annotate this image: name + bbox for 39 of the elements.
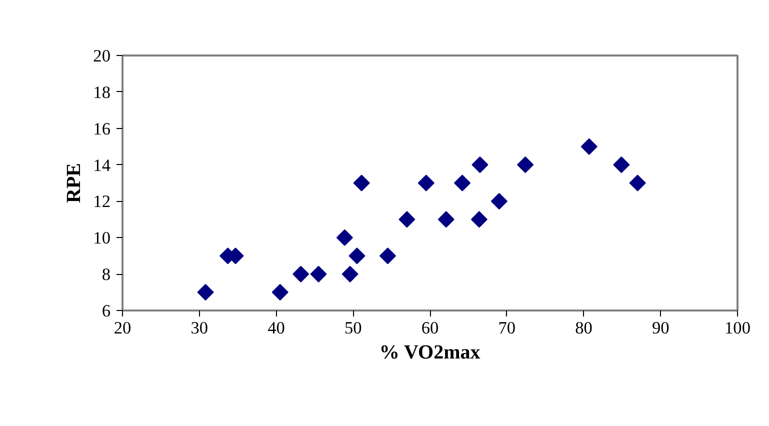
point <box>272 284 288 301</box>
x-tick-label: 50 <box>344 318 362 338</box>
x-tick-label: 20 <box>114 318 132 338</box>
x-tick-label: 40 <box>268 318 285 338</box>
point <box>517 156 534 174</box>
y-tick-label: 6 <box>102 302 111 320</box>
point <box>454 174 471 192</box>
point <box>629 174 646 192</box>
y-tick-label: 12 <box>93 192 110 212</box>
point <box>613 156 630 174</box>
point <box>348 248 366 264</box>
y-tick-label: 20 <box>93 46 110 66</box>
point <box>470 211 488 228</box>
y-tick-label: 16 <box>93 119 111 138</box>
point <box>379 248 396 264</box>
x-tick-label: 70 <box>498 318 516 338</box>
point <box>418 174 434 192</box>
x-axis-title: % VO2max <box>379 342 480 364</box>
x-tick-label: 90 <box>652 318 670 338</box>
point <box>342 266 358 282</box>
point <box>353 174 370 192</box>
point <box>336 229 353 246</box>
x-tick-label: 100 <box>724 318 751 338</box>
point <box>580 138 598 155</box>
point <box>398 211 416 228</box>
point <box>472 156 488 174</box>
point <box>490 192 508 210</box>
point <box>197 284 214 301</box>
point <box>310 266 327 282</box>
y-tick-label: 8 <box>102 265 111 284</box>
x-tick-label: 60 <box>421 318 439 338</box>
x-tick-label: 80 <box>575 318 592 338</box>
y-axis-title: RPE <box>63 163 86 203</box>
x-tick-label: 30 <box>190 318 208 338</box>
y-tick-label: 10 <box>93 228 110 248</box>
point <box>292 266 310 282</box>
y-tick-label: 14 <box>93 156 111 175</box>
point <box>438 211 454 228</box>
y-tick-label: 18 <box>93 82 110 102</box>
